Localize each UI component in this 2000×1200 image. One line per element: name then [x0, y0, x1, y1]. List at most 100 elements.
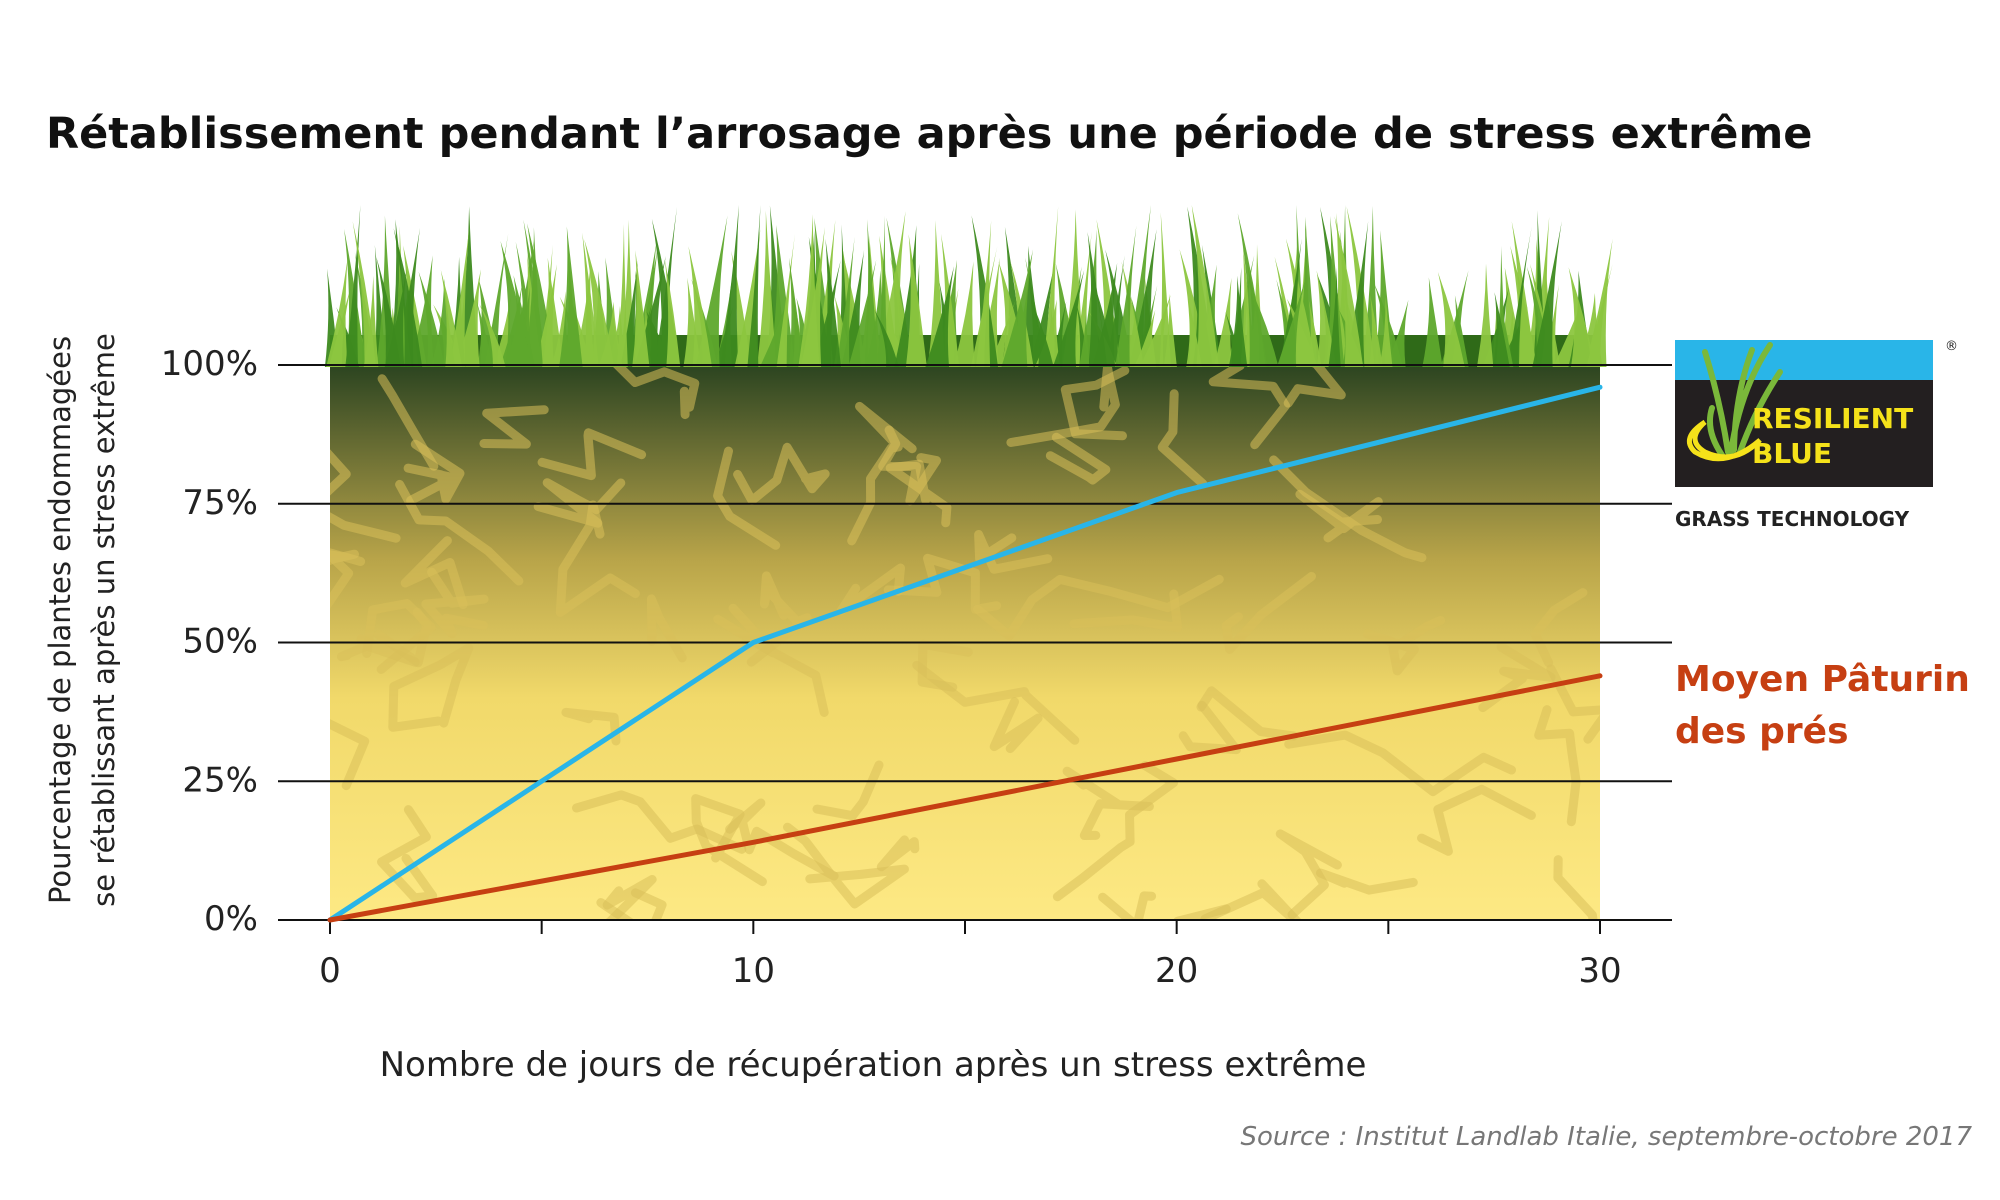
logo-top-band: [1675, 340, 1933, 380]
source-note: Source : Institut Landlab Italie, septem…: [1240, 1122, 1972, 1152]
grass-blade: [1115, 225, 1137, 367]
y-tick-label: 50%: [182, 622, 258, 662]
soil-crack: [1316, 868, 1418, 895]
logo-tagline: GRASS TECHNOLOGY: [1675, 507, 1910, 531]
soil-crack: [537, 428, 647, 481]
soil-crack: [1045, 432, 1111, 485]
grass-blade: [757, 210, 777, 367]
grass-blade: [1586, 264, 1613, 367]
soil-crack: [400, 536, 468, 610]
soil-crack: [1200, 879, 1302, 920]
soil-crack: [974, 530, 1053, 574]
soil-crack: [746, 571, 812, 667]
grass-blade: [1032, 302, 1054, 367]
soil-crack: [602, 875, 657, 920]
grass-blade: [1553, 301, 1582, 367]
grass-blade: [1079, 311, 1090, 367]
soil-crack: [1006, 362, 1120, 447]
soil-crack: [330, 719, 370, 791]
soil-crack: [395, 479, 524, 586]
grass-blade: [500, 241, 532, 367]
soil-crack: [1363, 615, 1446, 676]
soil-crack: [561, 707, 621, 746]
grass-blade: [1121, 261, 1144, 367]
grass-blade: [688, 246, 712, 367]
grass-blade: [559, 226, 583, 367]
y-tick-label: 25%: [182, 760, 258, 800]
gridlines: [278, 364, 1672, 921]
grass-strip: [324, 205, 1613, 367]
grass-blade: [789, 257, 804, 367]
soil-crack: [1275, 829, 1342, 920]
grass-blade: [1386, 299, 1409, 367]
series-line-paturin: [327, 673, 1603, 923]
soil-crack: [836, 563, 905, 616]
soil-crack: [403, 439, 465, 505]
soil-crack: [1208, 361, 1290, 450]
soil-crack: [1221, 571, 1316, 654]
grass-blade: [1511, 221, 1535, 367]
grass-blade: [664, 258, 681, 367]
grass-blade: [1139, 294, 1171, 367]
grass-blade: [1186, 297, 1202, 367]
grass-blade: [352, 221, 376, 367]
soil-crack: [725, 798, 839, 881]
soil-crack: [1069, 589, 1182, 633]
grass-blade: [616, 224, 628, 367]
grass-blade: [1034, 299, 1061, 367]
grass-blade: [874, 310, 899, 367]
grass-blade: [1369, 295, 1383, 367]
soil-crack: [1478, 642, 1556, 713]
soil-crack: [733, 442, 830, 505]
logo-registered-mark: ®: [1945, 339, 1958, 354]
x-tick-label: 0: [319, 951, 341, 991]
soil-crack: [973, 574, 1224, 641]
grass-blade: [1345, 221, 1369, 367]
soil-crack: [555, 500, 640, 617]
soil-crack: [876, 835, 920, 872]
grass-blade: [1163, 293, 1177, 367]
grass-blade: [1328, 267, 1341, 367]
soil-crack: [1553, 855, 1598, 920]
grass-blade: [695, 215, 728, 367]
y-tick-label: 75%: [182, 483, 258, 523]
grass-blade: [1001, 249, 1034, 367]
grass-blade: [620, 260, 639, 367]
soil-crack: [646, 594, 687, 663]
grass-blade: [326, 258, 348, 367]
grass-blade: [376, 257, 401, 367]
chart-title: Rétablissement pendant l’arrosage après …: [46, 109, 1812, 159]
grass-swoosh-icon: [1686, 342, 1783, 462]
soil-crack: [1530, 588, 1588, 668]
grass-blade: [632, 250, 650, 367]
soil-crack: [330, 449, 401, 543]
x-tick-label: 20: [1155, 951, 1198, 991]
grass-blade: [345, 205, 361, 367]
soil-crack: [783, 822, 909, 909]
soil-crack: [373, 607, 432, 668]
soil-crack: [1196, 686, 1299, 741]
y-tick-label: 100%: [161, 344, 258, 384]
grass-blade: [1334, 216, 1364, 367]
series-line-resilient-blue: [327, 384, 1603, 923]
grass-blade: [476, 301, 493, 367]
soil-crack: [885, 459, 952, 528]
grass-blade: [1477, 263, 1494, 367]
grass-blade: [848, 259, 877, 367]
grass-blade: [798, 214, 820, 367]
x-axis-label: Nombre de jours de récupération après un…: [380, 1045, 1367, 1085]
soil-crack: [587, 335, 700, 420]
soil-crack: [912, 660, 1080, 745]
soil-crack: [572, 790, 747, 854]
grass-blade: [905, 234, 927, 367]
grass-blade: [800, 227, 825, 367]
grass-blade: [865, 270, 890, 367]
grass-blade: [1316, 270, 1337, 367]
grass-blade: [409, 255, 434, 367]
grass-blade: [1276, 277, 1307, 367]
x-tick-label: 30: [1578, 951, 1621, 991]
grass-blade: [440, 270, 463, 367]
logo-line1: RESILIENT: [1752, 402, 1913, 435]
